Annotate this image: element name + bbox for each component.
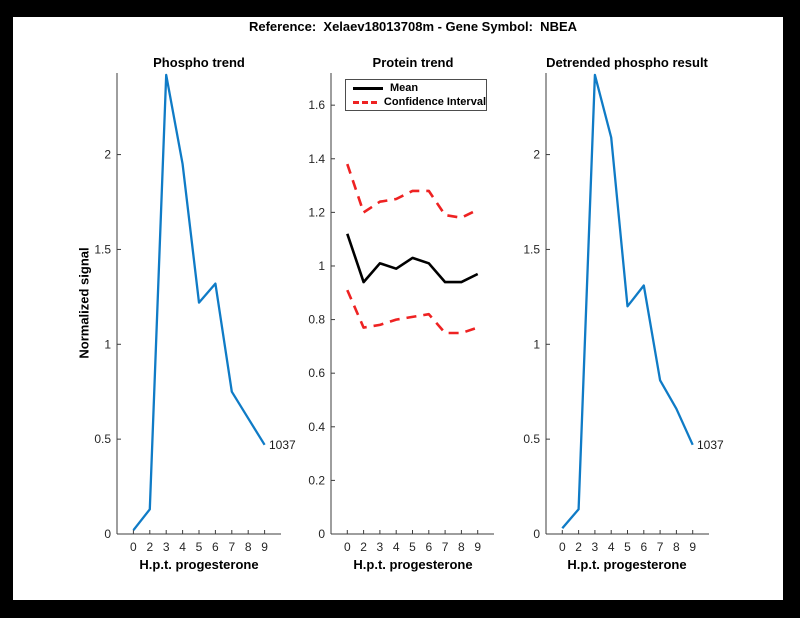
x-tick-label: 7 [228, 540, 235, 554]
y-tick-label: 1 [318, 259, 325, 273]
y-tick-label: 1.5 [94, 242, 111, 256]
panel-2: 00.20.40.60.811.21.41.60 2 3 4 5 6 7 8 9 [308, 73, 494, 554]
x-tick-label: 5 [196, 540, 203, 554]
figure-title: Reference: Xelaev18013708m - Gene Symbol… [248, 19, 578, 34]
panel-1: 00.511.520 2 3 4 5 6 7 8 9 [94, 73, 281, 554]
mean-line-sample-icon [353, 86, 383, 90]
x-axis-label-protein: H.p.t. progesterone [353, 557, 473, 572]
x-tick-label: 3 [163, 540, 170, 554]
x-tick-label: 8 [458, 540, 465, 554]
panel-title-protein-trend: Protein trend [372, 55, 454, 70]
x-tick-label: 8 [673, 540, 680, 554]
x-tick-label: 6 [212, 540, 219, 554]
x-tick-label: 9 [474, 540, 481, 554]
y-tick-label: 1.5 [523, 242, 540, 256]
y-tick-label: 2 [533, 148, 540, 162]
y-tick-label: 0.5 [523, 432, 540, 446]
legend-label-mean: Mean [390, 82, 419, 94]
x-tick-label: 4 [179, 540, 186, 554]
y-tick-label: 2 [104, 148, 111, 162]
x-tick-label: 3 [377, 540, 384, 554]
x-tick-label: 3 [592, 540, 599, 554]
panel-title-detrended-result: Detrended phospho result [546, 55, 708, 70]
x-tick-label: 0 [130, 540, 137, 554]
legend-label-confidence-interval: Confidence Interval [383, 96, 486, 108]
x-tick-label: 4 [608, 540, 615, 554]
x-tick-label: 9 [689, 540, 696, 554]
x-tick-label: 7 [657, 540, 664, 554]
y-tick-label: 0 [104, 527, 111, 541]
x-tick-label: 2 [575, 540, 582, 554]
x-tick-label: 4 [393, 540, 400, 554]
endpoint-label-phospho: 1037 [269, 438, 296, 452]
y-tick-label: 1.6 [308, 98, 325, 112]
x-tick-label: 8 [245, 540, 252, 554]
series-confidence-interval-line [346, 289, 479, 335]
y-tick-label: 0.8 [308, 313, 325, 327]
series-confidence-interval-line [346, 163, 479, 219]
x-tick-label: 6 [425, 540, 432, 554]
y-tick-label: 0.5 [94, 432, 111, 446]
y-axis-label: Normalized signal [76, 247, 92, 359]
series-detrended-phospho-signal-line [561, 73, 694, 530]
x-tick-label: 0 [344, 540, 351, 554]
legend-entry-mean: Mean [346, 82, 486, 94]
endpoint-label-detrended: 1037 [697, 438, 724, 452]
legend: Mean Confidence Interval [345, 79, 487, 111]
x-tick-label: 6 [640, 540, 647, 554]
x-tick-label: 2 [360, 540, 367, 554]
x-tick-label: 0 [559, 540, 566, 554]
x-tick-label: 9 [261, 540, 268, 554]
y-tick-label: 0.6 [308, 366, 325, 380]
y-tick-label: 1 [533, 337, 540, 351]
x-tick-label: 2 [146, 540, 153, 554]
x-axis-label-phospho: H.p.t. progesterone [139, 557, 259, 572]
figure-canvas [13, 17, 783, 600]
ci-line-sample-icon [353, 100, 377, 104]
series-mean-line [346, 233, 479, 284]
x-tick-label: 7 [442, 540, 449, 554]
x-axis-label-detrended: H.p.t. progesterone [567, 557, 687, 572]
legend-entry-confidence-interval: Confidence Interval [346, 96, 486, 108]
x-tick-label: 5 [409, 540, 416, 554]
panel-title-phospho-trend: Phospho trend [153, 55, 245, 70]
y-tick-label: 0 [318, 527, 325, 541]
y-tick-label: 0 [533, 527, 540, 541]
y-tick-label: 0.4 [308, 420, 325, 434]
y-tick-label: 1 [104, 337, 111, 351]
series-phospho-signal-line [132, 73, 266, 531]
y-tick-label: 0.2 [308, 473, 325, 487]
x-tick-label: 5 [624, 540, 631, 554]
y-tick-label: 1.2 [308, 205, 325, 219]
panel-3: 00.511.520 2 3 4 5 6 7 8 9 [523, 73, 709, 554]
y-tick-label: 1.4 [308, 152, 325, 166]
